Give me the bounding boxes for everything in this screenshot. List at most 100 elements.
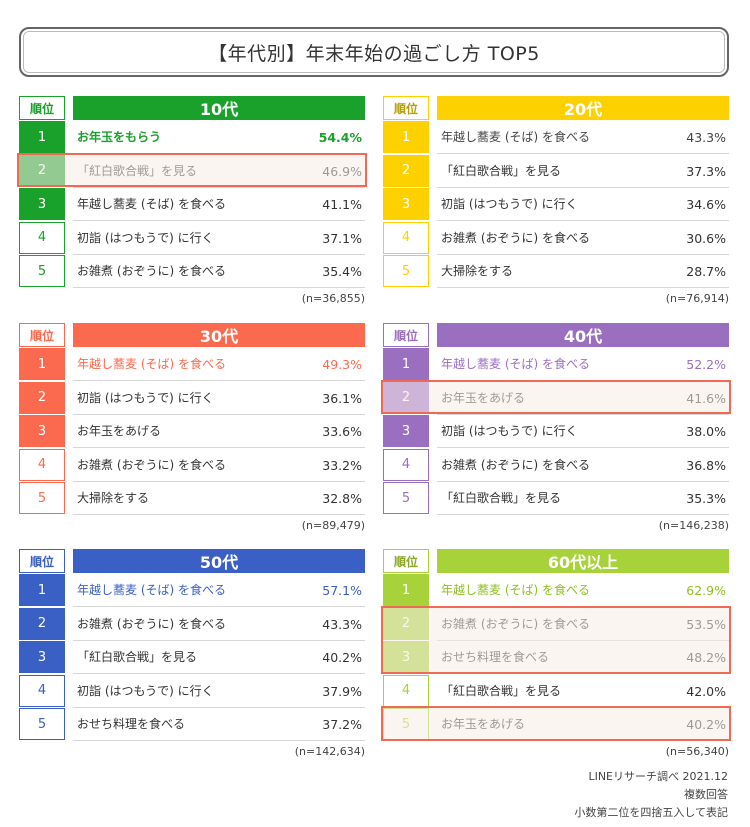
row-divider	[437, 287, 729, 288]
value-label: 32.8%	[322, 491, 362, 506]
rank-cell: 3	[383, 415, 429, 447]
table-row: 1 年越し蕎麦 (そば) を食べる 49.3%	[19, 348, 365, 381]
rank-cell: 2	[383, 154, 429, 187]
rank-cell: 2	[19, 154, 65, 187]
table-row: 4 「紅白歌合戦」を見る 42.0%	[383, 674, 729, 708]
age-group-header: 30代	[73, 323, 365, 347]
table-row: 5 おせち料理を食べる 37.2%	[19, 708, 365, 741]
rank-cell: 4	[383, 448, 429, 481]
value-label: 40.2%	[686, 717, 726, 732]
rank-cell: 1	[19, 574, 65, 606]
ranking-panel: 順位 60代以上 1 年越し蕎麦 (そば) を食べる 62.9% 2 お雑煮 (おぞうに) …	[381, 549, 731, 759]
value-label: 43.3%	[322, 616, 362, 632]
rank-cell: 5	[19, 482, 65, 514]
rank-cell: 1	[383, 121, 429, 153]
item-label: 「紅白歌合戦」を見る	[441, 163, 562, 178]
row-divider	[437, 413, 729, 415]
value-label: 37.3%	[686, 163, 726, 179]
item-label: 大掃除をする	[77, 491, 150, 505]
item-label: 「紅白歌合戦」を見る	[441, 491, 562, 505]
rank-header: 順位	[19, 549, 65, 573]
page-title: 【年代別】年末年始の過ごし方 TOP5	[19, 27, 729, 77]
row-divider	[73, 740, 365, 741]
item-label: 「紅白歌合戦」を見る	[77, 650, 198, 664]
rank-cell: 2	[19, 607, 65, 640]
item-label: 年越し蕎麦 (そば) を食べる	[77, 357, 226, 371]
value-label: 57.1%	[322, 583, 362, 598]
item-label: 初詣 (はつもうで) に行く	[77, 683, 214, 698]
item-label: お年玉をあげる	[77, 424, 162, 438]
row-divider	[73, 706, 365, 708]
table-row: 1 年越し蕎麦 (そば) を食べる 43.3%	[383, 121, 729, 154]
item-label: お年玉をあげる	[441, 717, 526, 731]
table-row: 3 おせち料理を食べる 48.2%	[383, 641, 729, 674]
value-label: 36.8%	[686, 457, 726, 473]
row-divider	[437, 740, 729, 741]
rank-cell: 2	[383, 607, 429, 640]
item-label: お年玉をもらう	[77, 130, 162, 144]
table-row: 3 お年玉をあげる 33.6%	[19, 415, 365, 448]
item-label: お年玉をあげる	[441, 390, 526, 405]
rank-cell: 4	[383, 674, 429, 707]
row-divider	[437, 220, 729, 221]
row-divider	[73, 220, 365, 221]
sample-size: (n=89,479)	[301, 519, 365, 532]
table-row: 4 お雑煮 (おぞうに) を食べる 33.2%	[19, 448, 365, 482]
table-row: 1 年越し蕎麦 (そば) を食べる 62.9%	[383, 574, 729, 607]
item-label: 年越し蕎麦 (そば) を食べる	[77, 197, 226, 211]
item-label: おせち料理を食べる	[77, 717, 186, 731]
row-divider	[73, 673, 365, 674]
rank-cell: 4	[19, 674, 65, 707]
table-row: 1 お年玉をもらう 54.4%	[19, 121, 365, 154]
item-label: お雑煮 (おぞうに) を食べる	[77, 616, 226, 631]
footer-note-multiple: 複数回答	[684, 788, 728, 801]
value-label: 48.2%	[686, 650, 726, 665]
rank-cell: 4	[19, 221, 65, 254]
footer-source: LINEリサーチ調べ 2021.12	[588, 770, 728, 783]
row-divider	[437, 253, 729, 255]
rank-header: 順位	[383, 549, 429, 573]
footer-note-rounding: 小数第二位を四捨五入して表記	[574, 806, 728, 819]
ranking-panel: 順位 30代 1 年越し蕎麦 (そば) を食べる 49.3% 2 初詣 (はつもうで) に行…	[19, 323, 365, 533]
rank-cell: 3	[19, 641, 65, 673]
value-label: 33.6%	[322, 424, 362, 439]
row-divider	[73, 606, 365, 607]
value-label: 38.0%	[686, 424, 726, 439]
rank-header: 順位	[383, 96, 429, 120]
table-row: 2 初詣 (はつもうで) に行く 36.1%	[19, 381, 365, 415]
value-label: 33.2%	[322, 457, 362, 473]
rank-cell: 4	[19, 448, 65, 481]
rank-cell: 3	[383, 641, 429, 673]
rank-header: 順位	[19, 96, 65, 120]
value-label: 28.7%	[686, 264, 726, 279]
rank-cell: 2	[383, 381, 429, 414]
row-divider	[73, 514, 365, 515]
item-label: お雑煮 (おぞうに) を食べる	[77, 264, 226, 278]
value-label: 41.6%	[686, 390, 726, 406]
sample-size: (n=56,340)	[665, 745, 729, 758]
rank-cell: 3	[383, 188, 429, 220]
age-group-header: 40代	[437, 323, 729, 347]
item-label: 初詣 (はつもうで) に行く	[77, 230, 214, 245]
table-row: 1 年越し蕎麦 (そば) を食べる 57.1%	[19, 574, 365, 607]
value-label: 36.1%	[322, 390, 362, 406]
rank-cell: 5	[383, 708, 429, 740]
row-divider	[73, 380, 365, 381]
item-label: お雑煮 (おぞうに) を食べる	[441, 230, 590, 245]
value-label: 43.3%	[686, 130, 726, 145]
rank-cell: 5	[383, 255, 429, 287]
value-label: 42.0%	[686, 683, 726, 699]
rank-cell: 5	[19, 708, 65, 740]
value-label: 40.2%	[322, 650, 362, 665]
item-label: お雑煮 (おぞうに) を食べる	[77, 457, 226, 472]
value-label: 53.5%	[686, 616, 726, 632]
item-label: お雑煮 (おぞうに) を食べる	[441, 616, 590, 631]
rank-header: 順位	[383, 323, 429, 347]
value-label: 35.3%	[686, 491, 726, 506]
rank-cell: 2	[19, 381, 65, 414]
age-group-header: 20代	[437, 96, 729, 120]
ranking-panel: 順位 50代 1 年越し蕎麦 (そば) を食べる 57.1% 2 お雑煮 (おぞうに) を食…	[19, 549, 365, 759]
row-divider	[437, 447, 729, 448]
table-row: 2 お雑煮 (おぞうに) を食べる 53.5%	[383, 607, 729, 641]
rank-cell: 1	[19, 348, 65, 380]
